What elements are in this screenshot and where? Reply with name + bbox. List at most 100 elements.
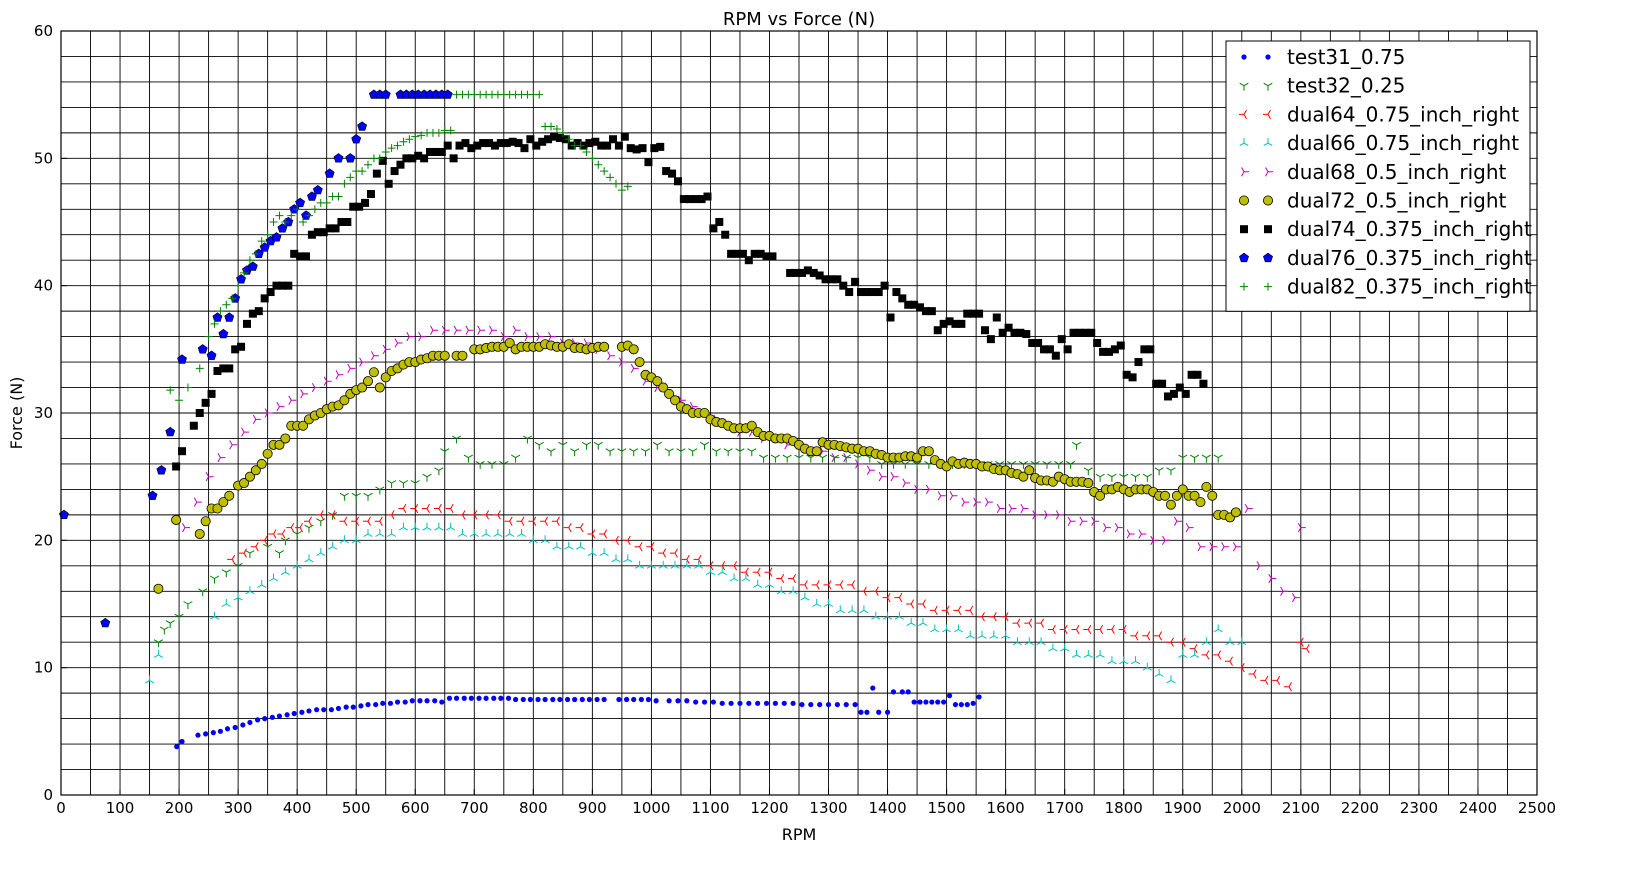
data-point (717, 561, 726, 571)
data-point (255, 717, 261, 723)
series-2 (153, 435, 1223, 648)
data-point (1199, 379, 1208, 388)
data-point (259, 535, 268, 545)
data-point (322, 198, 331, 207)
data-point (1297, 523, 1306, 533)
data-point (491, 695, 497, 701)
data-point (918, 599, 926, 609)
data-point (520, 144, 529, 153)
legend-marker (1263, 82, 1273, 91)
data-point (1260, 675, 1269, 686)
data-point (304, 554, 314, 563)
data-point (375, 154, 384, 163)
data-point (835, 605, 845, 614)
data-point (1166, 637, 1174, 647)
data-point (380, 700, 386, 706)
data-point (847, 580, 856, 590)
data-point (522, 435, 533, 444)
data-point (361, 198, 370, 207)
data-point (327, 541, 338, 550)
legend-entry: dual64_0.75_inch_right (1239, 102, 1519, 126)
data-point (1160, 490, 1171, 501)
data-point (989, 630, 999, 639)
data-point (375, 486, 385, 495)
data-point (764, 579, 775, 588)
data-point (1244, 503, 1253, 514)
data-point (586, 696, 593, 703)
data-point (182, 523, 190, 533)
data-point (1178, 649, 1188, 658)
data-point (225, 364, 234, 373)
data-point (679, 195, 688, 204)
data-point (1063, 345, 1072, 354)
data-point (1012, 618, 1021, 628)
data-point (823, 580, 832, 590)
x-tick-label: 200 (165, 799, 194, 817)
data-point (409, 698, 415, 704)
data-point (221, 598, 231, 607)
data-point (1213, 454, 1223, 463)
data-point (1106, 624, 1115, 635)
data-point (433, 503, 442, 514)
data-point (1146, 345, 1155, 354)
data-point (241, 427, 249, 437)
data-point (1024, 618, 1033, 628)
data-point (524, 332, 533, 342)
data-point (1225, 637, 1235, 646)
legend-marker (1263, 138, 1273, 147)
data-point (646, 560, 657, 569)
legend-entry: dual74_0.375_inch_right (1240, 217, 1532, 241)
data-point (307, 230, 316, 239)
data-point (1016, 328, 1025, 337)
data-point (422, 522, 432, 531)
data-point (676, 448, 686, 457)
data-point (710, 699, 716, 705)
data-point (605, 448, 615, 457)
data-point (194, 528, 205, 539)
x-tick-label: 0 (56, 799, 66, 817)
data-point (295, 197, 306, 208)
data-point (277, 529, 286, 539)
data-point (313, 228, 322, 237)
data-point (439, 699, 445, 705)
data-point (203, 731, 209, 737)
data-point (1045, 345, 1054, 354)
data-point (327, 510, 336, 520)
data-point (670, 560, 680, 569)
data-point (858, 709, 864, 715)
data-point (1181, 389, 1190, 398)
data-point (890, 689, 897, 695)
data-point (833, 275, 842, 284)
data-point (278, 281, 287, 290)
data-point (812, 598, 822, 607)
data-point (803, 266, 812, 275)
data-point (941, 699, 947, 705)
data-point (855, 459, 864, 469)
data-point (1095, 649, 1105, 658)
data-point (965, 630, 975, 639)
data-point (552, 541, 562, 550)
data-point (827, 275, 836, 284)
x-tick-label: 2000 (1223, 799, 1261, 817)
data-point (614, 141, 623, 150)
data-point (544, 135, 553, 144)
data-point (368, 367, 379, 378)
data-point (1189, 490, 1200, 501)
data-point (558, 128, 567, 137)
x-tick-label: 1800 (1105, 799, 1143, 817)
data-point (1272, 675, 1281, 686)
data-point (201, 398, 210, 407)
y-tick-label: 10 (34, 659, 53, 677)
data-point (306, 708, 312, 714)
data-point (498, 695, 504, 701)
data-point (738, 249, 747, 258)
data-point (1142, 473, 1152, 482)
data-point (343, 704, 349, 710)
data-point (740, 567, 749, 577)
legend-marker (1263, 252, 1273, 263)
data-point (274, 439, 285, 450)
x-tick-label: 2300 (1400, 799, 1438, 817)
data-point (980, 326, 989, 335)
data-point (790, 700, 796, 706)
data-point (699, 441, 710, 450)
